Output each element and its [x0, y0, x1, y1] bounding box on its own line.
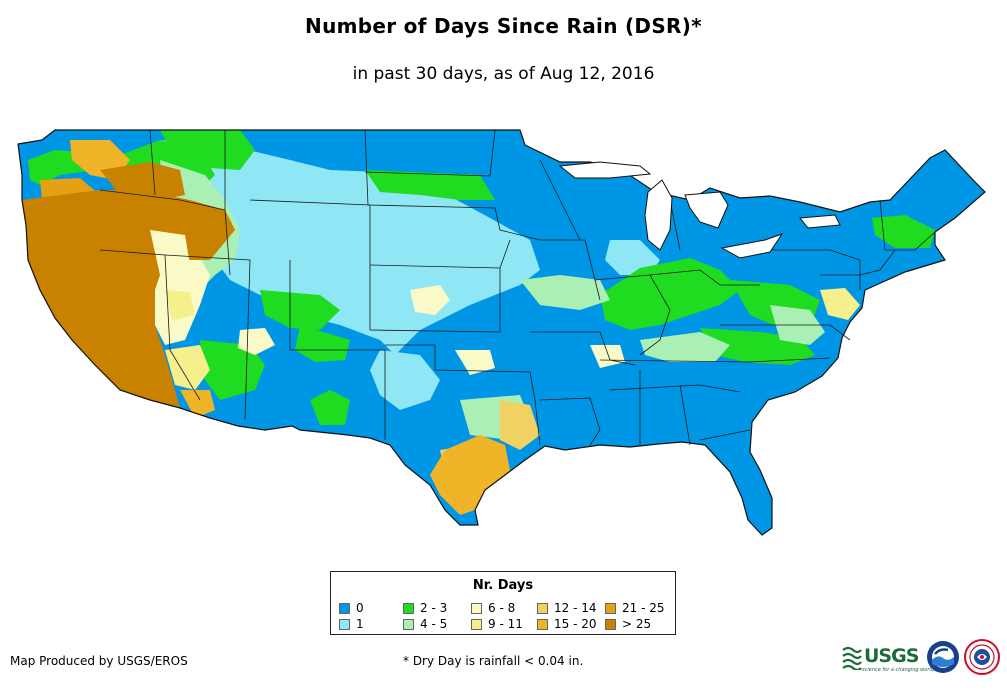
legend-swatch [471, 603, 482, 614]
legend-label: 6 - 8 [488, 601, 516, 615]
legend-label: 21 - 25 [622, 601, 665, 615]
legend-swatch [537, 619, 548, 630]
great-lakes [558, 161, 841, 259]
footnote: * Dry Day is rainfall < 0.04 in. [403, 654, 584, 668]
legend-label: 15 - 20 [554, 617, 597, 631]
legend-item-4: 6 - 8 [471, 602, 515, 616]
usgs-wave-icon [842, 646, 862, 670]
legend-swatch [403, 603, 414, 614]
legend-item-8: 21 - 25 [605, 602, 665, 616]
legend-swatch [605, 619, 616, 630]
legend-item-3: 4 - 5 [403, 618, 447, 632]
state-boundaries [99, 129, 936, 446]
noaa-logo [927, 641, 959, 673]
legend-swatch [537, 603, 548, 614]
legend-item-7: 15 - 20 [537, 618, 597, 632]
map-title: Number of Days Since Rain (DSR)* [305, 14, 702, 38]
legend-title: Nr. Days [472, 578, 534, 593]
legend-swatch [339, 619, 350, 630]
legend-swatch [471, 619, 482, 630]
legend-label: 12 - 14 [554, 601, 597, 615]
legend-item-2: 2 - 3 [403, 602, 447, 616]
us-dsr-map [17, 129, 986, 536]
legend-item-0: 0 [339, 602, 364, 616]
legend-label: > 25 [622, 617, 652, 631]
legend-item-5: 9 - 11 [471, 618, 523, 632]
usgs-logo: USGS science for a changing world [842, 642, 934, 673]
legend-swatch [403, 619, 414, 630]
agency-logos: USGS science for a changing world [842, 636, 1002, 680]
legend-label: 9 - 11 [488, 617, 523, 631]
legend-swatch [605, 603, 616, 614]
legend-label: 4 - 5 [420, 617, 448, 631]
map-credit: Map Produced by USGS/EROS [10, 654, 188, 668]
map-subtitle: in past 30 days, as of Aug 12, 2016 [352, 64, 655, 84]
legend-item-6: 12 - 14 [537, 602, 597, 616]
legend-item-1: 1 [339, 618, 364, 632]
legend-item-9: > 25 [605, 618, 651, 632]
usgs-tagline: science for a changing world [862, 667, 934, 673]
legend-label: 2 - 3 [420, 601, 448, 615]
legend-swatch [339, 603, 350, 614]
legend-label: 0 [356, 601, 364, 615]
nws-logo [964, 639, 1000, 675]
legend-box: Nr. Days 0 1 2 - 3 4 - 5 6 - 8 9 - 11 12… [330, 571, 676, 635]
usgs-wordmark: USGS [864, 645, 919, 667]
legend-label: 1 [356, 617, 364, 631]
dsr-regions [22, 130, 935, 515]
